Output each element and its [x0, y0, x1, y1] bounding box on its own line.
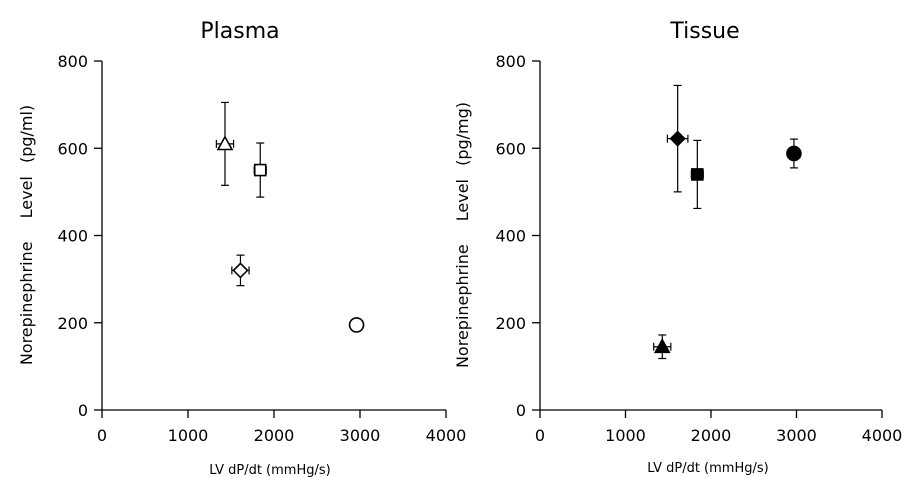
tissue-y-tick-label: 0: [516, 401, 526, 420]
tissue-y-tick-label: 400: [495, 227, 526, 246]
plasma-point-square: [253, 142, 267, 198]
tissue-x-tick-label: 0: [535, 426, 545, 445]
plasma-y-tick-label: 600: [57, 139, 88, 158]
plasma-x-tick-label: 3000: [340, 426, 381, 445]
plasma-point-diamond: [231, 254, 250, 287]
plasma-diamond-marker: [232, 262, 249, 279]
plasma-point-circle: [348, 317, 365, 333]
plasma-y-tick-label: 800: [57, 52, 88, 71]
tissue-panel: Tissue 0 200 400 600 800 0 1000 2000 3000 4000 LV…: [453, 19, 902, 476]
tissue-x-tick-label: 2000: [691, 426, 732, 445]
plasma-y-axis-label: Norepinephrine Level (pg/ml): [17, 105, 36, 365]
tissue-diamond-marker: [669, 130, 686, 147]
plasma-triangle-marker: [216, 135, 234, 151]
tissue-point-triangle: [653, 334, 672, 360]
tissue-plot-area: 0 200 400 600 800 0 1000 2000 3000 4000: [495, 52, 902, 445]
tissue-y-tick-label: 600: [495, 139, 526, 158]
plasma-x-tick-label: 2000: [254, 426, 295, 445]
tissue-point-circle: [786, 138, 802, 169]
tissue-x-tick-label: 4000: [862, 426, 903, 445]
tissue-y-axis-label-word-1: Norepinephrine: [453, 244, 472, 368]
tissue-x-axis-label: LV dP/dt (mmHg/s): [647, 461, 768, 476]
plasma-x-tick-label: 0: [97, 426, 107, 445]
tissue-circle-marker: [786, 145, 802, 162]
tissue-y-axis-label: Norepinephrine Level (pg/mg): [453, 102, 472, 368]
plasma-plot-area: 0 200 400 600 800 0 1000 2000 3000 4000: [57, 52, 466, 445]
plasma-y-axis-label-word-1: Norepinephrine: [17, 241, 36, 365]
tissue-y-axis-label-unit: (pg/mg): [453, 102, 472, 166]
plasma-y-tick-label: 400: [57, 227, 88, 246]
tissue-square-marker: [691, 168, 704, 181]
plasma-title: Plasma: [200, 19, 279, 44]
tissue-x-tick-label: 3000: [776, 426, 817, 445]
plasma-x-tick-label: 1000: [168, 426, 209, 445]
tissue-y-axis-label-word-2: Level: [453, 179, 472, 221]
tissue-y-tick-label: 800: [495, 52, 526, 71]
tissue-title: Tissue: [669, 19, 739, 44]
plasma-x-axis-label: LV dP/dt (mmHg/s): [209, 463, 330, 477]
plasma-x-tick-label: 4000: [426, 426, 467, 445]
tissue-point-diamond: [666, 84, 689, 193]
tissue-y-tick-label: 200: [495, 314, 526, 333]
plasma-circle-marker: [348, 317, 365, 333]
tissue-x-tick-label: 1000: [605, 426, 646, 445]
plasma-y-axis-label-word-2: Level: [17, 176, 36, 218]
plasma-y-axis-label-unit: (pg/ml): [17, 105, 36, 163]
plasma-point-triangle: [215, 101, 235, 186]
tissue-point-square: [690, 139, 704, 210]
plasma-square-marker: [253, 163, 267, 177]
plasma-y-tick-label: 0: [78, 401, 88, 420]
plasma-y-tick-label: 200: [57, 314, 88, 333]
tissue-triangle-marker: [653, 338, 671, 354]
plasma-panel: Plasma 0 200 400 600 800 0 1000 2000 3000 4000 LV…: [17, 19, 466, 477]
